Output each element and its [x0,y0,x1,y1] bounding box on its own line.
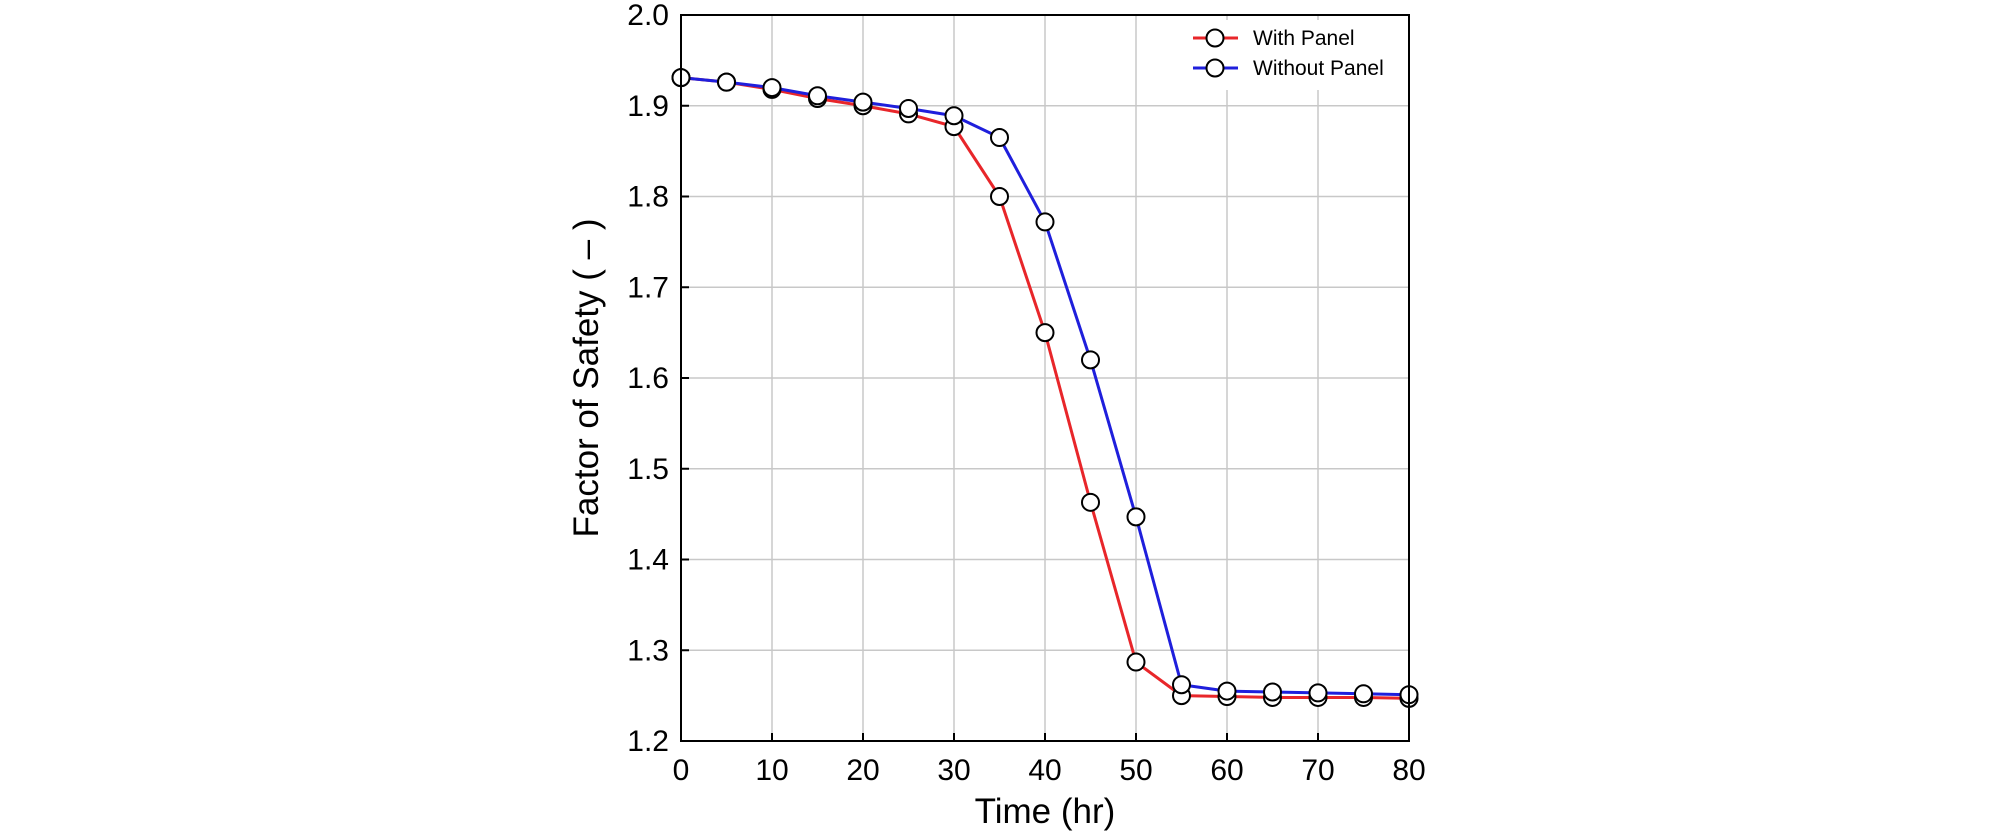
y-tick-label: 1.8 [627,181,669,214]
data-point [944,106,964,126]
grid [681,15,1409,741]
x-tick-label: 70 [1301,754,1334,787]
data-point [1126,507,1146,527]
y-axis-title: Factor of Safety ( – ) [567,219,606,538]
x-tick-label: 50 [1119,754,1152,787]
legend-item-without-panel: Without Panel [1193,57,1384,80]
data-point [1354,684,1373,704]
data-point [1308,683,1328,703]
data-point [717,72,736,92]
data-point [899,98,918,118]
ticks: 0 10 20 30 40 50 60 70 80 1.2 1.3 1.4 1.5 1.6 1.7 1.8 1.… [627,0,1425,787]
data-point [990,187,1009,206]
data-point [1081,492,1100,512]
x-tick-label: 30 [937,754,970,787]
y-tick-label: 1.5 [627,453,669,486]
x-tick-label: 60 [1210,754,1243,787]
data-point [1081,350,1100,370]
data-point [1035,212,1055,232]
y-tick-label: 1.2 [627,725,669,758]
x-axis-title: Time (hr) [975,792,1116,831]
series-markers-without-panel [671,68,1419,705]
y-tick-label: 1.3 [627,634,669,667]
legend-item-with-panel: With Panel [1193,27,1355,50]
data-point [990,128,1009,148]
legend-label: With Panel [1253,27,1355,50]
data-point [1035,323,1055,343]
y-tick-label: 1.4 [627,544,669,577]
series-layer [671,68,1419,708]
data-point [762,78,782,98]
data-point [1126,652,1146,672]
data-point [853,92,873,112]
y-tick-label: 2.0 [627,0,669,32]
y-tick-label: 1.6 [627,362,669,395]
data-point [808,86,827,106]
y-tick-label: 1.7 [627,271,669,304]
data-point [1263,682,1282,702]
legend-label: Without Panel [1253,57,1384,80]
x-tick-label: 20 [846,754,879,787]
legend-marker [1205,58,1225,78]
legend: With Panel Without Panel [1182,20,1404,90]
x-tick-label: 10 [755,754,788,787]
y-tick-label: 1.9 [627,90,669,123]
data-point [1217,681,1237,701]
legend-marker [1205,28,1225,48]
data-point [1172,675,1191,695]
x-tick-label: 0 [673,754,690,787]
x-tick-label: 40 [1028,754,1061,787]
x-tick-label: 80 [1392,754,1425,787]
